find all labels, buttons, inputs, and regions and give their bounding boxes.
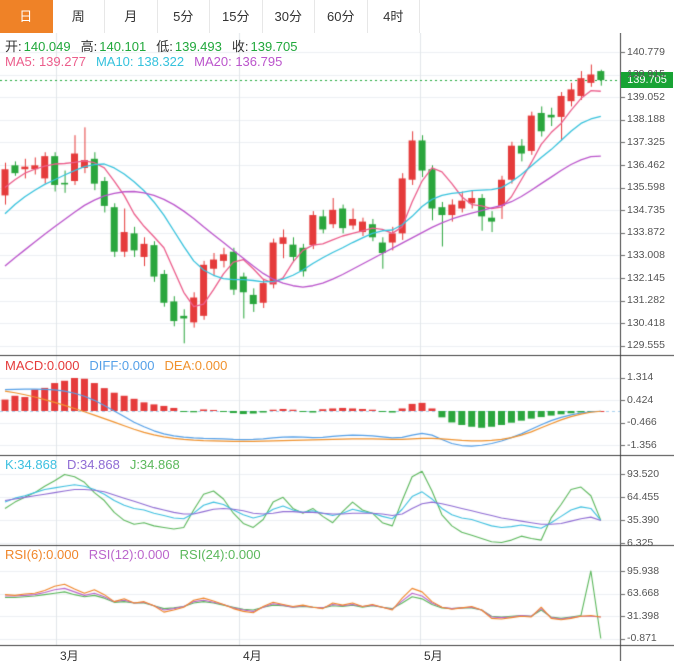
rsi6-value: RSI(6):0.000	[5, 547, 79, 562]
dea-value: DEA:0.000	[164, 358, 228, 373]
axis-tick-label: 0.424	[627, 393, 654, 406]
axis-tick-label: 139.915	[627, 68, 665, 81]
tab-30分[interactable]: 30分	[262, 0, 315, 33]
open-value: 140.049	[23, 39, 71, 54]
tab-月[interactable]: 月	[105, 0, 158, 33]
ohlc-legend: 开: 140.049 高: 140.101 低: 139.493 收: 139.705	[5, 40, 308, 54]
timeframe-tabbar: 日周月 5分 15分 30分 60分 4时	[0, 0, 674, 34]
axis-tick-label: 131.282	[627, 294, 665, 307]
tab-60分[interactable]: 60分	[315, 0, 368, 33]
axis-tick-label: 35.390	[627, 513, 660, 526]
low-label: 低:	[156, 39, 173, 54]
macd-value: MACD:0.000	[5, 358, 80, 373]
axis-tick-label: 6.325	[627, 536, 654, 549]
current-price-badge: 139.705	[621, 72, 673, 88]
axis-tick-label: 133.872	[627, 226, 665, 239]
k-value: K:34.868	[5, 457, 58, 472]
close-label: 收:	[231, 39, 249, 54]
j-value: J:34.868	[129, 457, 180, 472]
axis-tick-label: 134.735	[627, 203, 665, 216]
rsi24-value: RSI(24):0.000	[179, 547, 261, 562]
axis-tick-label: 130.418	[627, 316, 665, 329]
axis-tick-label: 132.145	[627, 271, 665, 284]
close-value: 139.705	[250, 39, 298, 54]
rsi12-value: RSI(12):0.000	[88, 547, 170, 562]
ma20-value: MA20: 136.795	[194, 54, 283, 69]
axis-tick-label: 31.398	[627, 609, 660, 622]
axis-tick-label: -0.466	[627, 416, 657, 429]
tab-日[interactable]: 日	[0, 0, 53, 33]
axis-tick-label: 138.188	[627, 113, 665, 126]
open-label: 开:	[5, 39, 22, 54]
diff-value: DIFF:0.000	[89, 358, 155, 373]
tab-15分[interactable]: 15分	[210, 0, 263, 33]
axis-tick-label: 135.598	[627, 181, 665, 194]
axis-tick-label: 136.462	[627, 158, 665, 171]
axis-tick-label: 95.938	[627, 564, 660, 577]
axis-tick-label: 140.779	[627, 45, 665, 58]
kdj-legend: K:34.868 D:34.868 J:34.868	[5, 458, 190, 472]
axis-tick-label: 139.052	[627, 90, 665, 103]
axis-tick-label: 1.314	[627, 371, 654, 384]
macd-legend: MACD:0.000 DIFF:0.000 DEA:0.000	[5, 359, 237, 373]
chart-canvas[interactable]	[0, 33, 674, 661]
axis-tick-label: 137.325	[627, 135, 665, 148]
high-label: 高:	[80, 39, 98, 54]
ma10-value: MA10: 138.322	[95, 54, 185, 69]
axis-tick-label: 64.455	[627, 490, 660, 503]
axis-tick-label: 63.668	[627, 587, 660, 599]
axis-tick-label: 93.520	[627, 467, 660, 480]
low-value: 139.493	[174, 39, 222, 54]
tab-4时[interactable]: 4时	[367, 0, 420, 33]
axis-tick-label: -0.871	[627, 632, 657, 644]
month-label: 4月	[243, 649, 262, 663]
month-label: 5月	[424, 649, 443, 663]
axis-tick-label: 133.008	[627, 248, 665, 261]
axis-tick-label: 129.555	[627, 339, 665, 352]
tab-5分[interactable]: 5分	[157, 0, 210, 33]
ma5-value: MA5: 139.277	[5, 54, 86, 69]
month-label: 3月	[60, 649, 79, 663]
axis-tick-label: -1.356	[627, 438, 657, 451]
rsi-legend: RSI(6):0.000 RSI(12):0.000 RSI(24):0.000	[5, 548, 271, 562]
d-value: D:34.868	[67, 457, 120, 472]
ma-legend: MA5: 139.277 MA10: 138.322 MA20: 136.795	[5, 55, 292, 69]
high-value: 140.101	[99, 39, 147, 54]
tab-周[interactable]: 周	[52, 0, 105, 33]
